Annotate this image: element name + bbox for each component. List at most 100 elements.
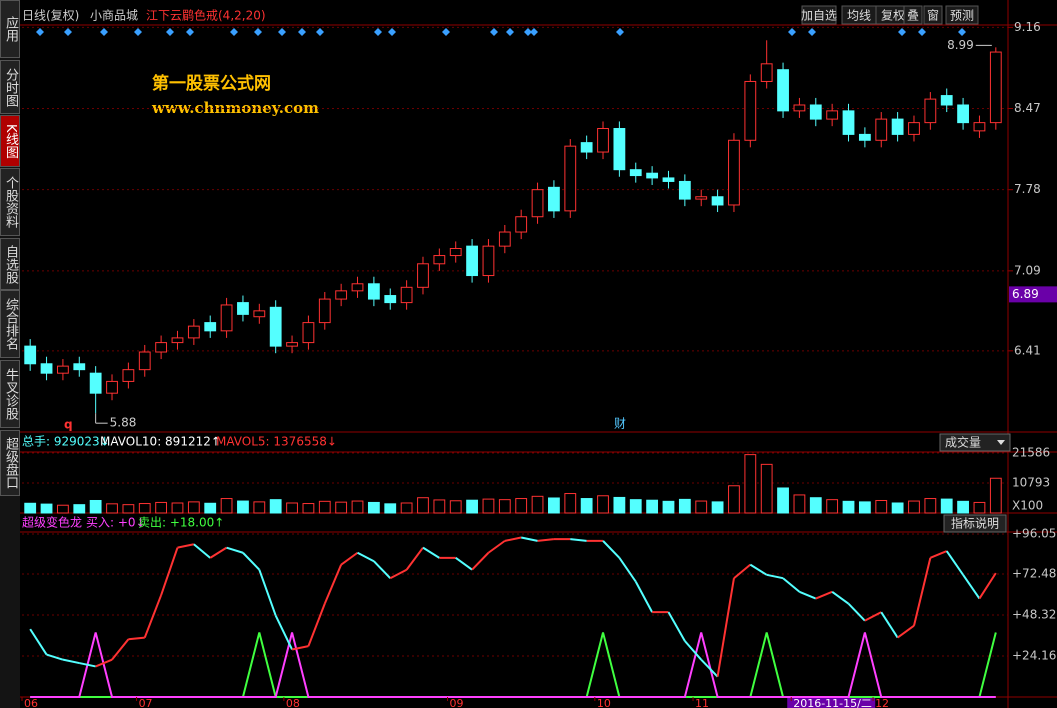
note: q: [64, 418, 73, 432]
indicator-segment: [634, 581, 653, 613]
candle-body: [760, 63, 773, 82]
volume-bar: [564, 493, 577, 514]
indicator-segment: [323, 564, 343, 605]
sidebar-tab[interactable]: 综合排名: [0, 290, 20, 358]
indicator-help[interactable]: 指标说明: [951, 516, 999, 531]
candle-body: [384, 295, 397, 304]
selector-arrow: [997, 440, 1005, 445]
volume-bar: [646, 499, 659, 514]
volume-bar: [155, 501, 168, 514]
note: 财: [614, 417, 626, 431]
legend-entry: 总手: 929023↓: [22, 435, 110, 449]
volume-bar: [318, 500, 331, 514]
indicator-segment: [537, 538, 555, 542]
candle-body: [237, 302, 249, 315]
indicator-name: 超级变色龙: [22, 515, 82, 530]
candle-body: [187, 325, 200, 339]
volume-bar: [286, 502, 298, 514]
indicator-segment: [79, 662, 96, 668]
sidebar-tab[interactable]: 自选股: [0, 238, 20, 290]
unit-label: X100: [1012, 499, 1043, 513]
sidebar-tab[interactable]: K线图: [0, 115, 20, 167]
x-tick-label: 10: [597, 697, 611, 708]
candle-body: [253, 310, 266, 318]
header-button[interactable]: 复权: [881, 9, 905, 23]
volume-bar: [728, 485, 740, 514]
button-frame: [801, 5, 837, 25]
candle-body: [531, 189, 544, 218]
sidebar: 应用 分时图 K线图 个股资料 自选股 综合排名 牛叉诊股 超级盘口: [0, 0, 20, 708]
candle-body: [875, 118, 888, 141]
candle-body: [695, 196, 708, 200]
indicator-segment: [177, 543, 195, 549]
candle-body: [564, 145, 577, 212]
marker-diamond: [278, 28, 286, 36]
indicator-segment: [258, 569, 277, 616]
stock-name: 小商品城: [90, 8, 138, 23]
header-button[interactable]: 预测: [950, 9, 974, 23]
indicator-segment: [520, 536, 538, 542]
sidebar-tab[interactable]: 分时图: [0, 60, 20, 114]
y-tick-label: +48.32: [1012, 607, 1056, 621]
header-button[interactable]: 均线: [847, 9, 871, 23]
indicator-segment: [618, 557, 637, 583]
candle-body: [498, 231, 511, 247]
selector[interactable]: 成交量: [945, 435, 981, 450]
volume-bar: [24, 502, 37, 514]
marker-diamond: [316, 28, 324, 36]
marker-diamond: [166, 28, 174, 36]
volume-bar: [466, 499, 478, 514]
volume-bar: [138, 503, 151, 514]
legend-entry: MAVOL10: 891212↑: [100, 435, 221, 449]
marker-diamond: [788, 28, 796, 36]
period: 日线(复权): [22, 9, 79, 23]
volume-bar: [531, 495, 544, 514]
candle-body: [171, 337, 184, 344]
volume-bar: [809, 497, 822, 514]
logo-url: www.chnmoney.com: [151, 99, 319, 117]
header-button[interactable]: 叠: [907, 9, 919, 23]
candle-body: [155, 342, 168, 353]
sidebar-tab[interactable]: 牛叉诊股: [0, 360, 20, 428]
legend-entry: 买入: +0↓: [86, 516, 146, 530]
volume-bar: [908, 500, 920, 514]
candle-body: [858, 133, 871, 141]
volume-bar: [400, 502, 413, 514]
marker-diamond: [506, 28, 514, 36]
volume-bar: [269, 499, 282, 514]
header-button[interactable]: 加自选: [801, 9, 837, 23]
volume-bar: [678, 498, 691, 514]
legend-entry: 卖出: +18.00↑: [138, 516, 224, 530]
sidebar-tab[interactable]: 超级盘口: [0, 430, 20, 496]
candle-body: [204, 322, 217, 332]
header-button[interactable]: 窗: [927, 9, 939, 23]
sidebar-tab[interactable]: 应用: [0, 0, 20, 58]
annotation: 8.99: [947, 38, 974, 52]
volume-bar: [891, 502, 904, 514]
volume-bar: [548, 497, 560, 514]
volume-bar: [237, 500, 249, 514]
marker-diamond: [230, 28, 238, 36]
candle-body: [957, 104, 969, 124]
volume-bar: [858, 501, 871, 514]
selector-frame: [939, 433, 1011, 452]
volume-bar: [204, 502, 217, 514]
volume-bar: [106, 503, 118, 514]
indicator-segment: [945, 550, 964, 576]
volume-bar: [957, 500, 969, 514]
x-tick-label: 06: [24, 697, 38, 708]
volume-bar: [367, 501, 380, 514]
candle-body: [842, 110, 855, 135]
y-tick-label: 7.09: [1014, 263, 1041, 277]
candle-body: [826, 110, 839, 120]
sidebar-tab[interactable]: 个股资料: [0, 168, 20, 236]
candle-body: [777, 69, 789, 112]
annotation: 5.88: [110, 416, 137, 430]
candle-body: [548, 186, 560, 212]
indicator-segment: [799, 590, 817, 600]
marker-diamond: [134, 28, 142, 36]
volume-bar: [924, 498, 937, 514]
indicator-segment: [847, 602, 866, 622]
volume-bar: [940, 498, 953, 514]
